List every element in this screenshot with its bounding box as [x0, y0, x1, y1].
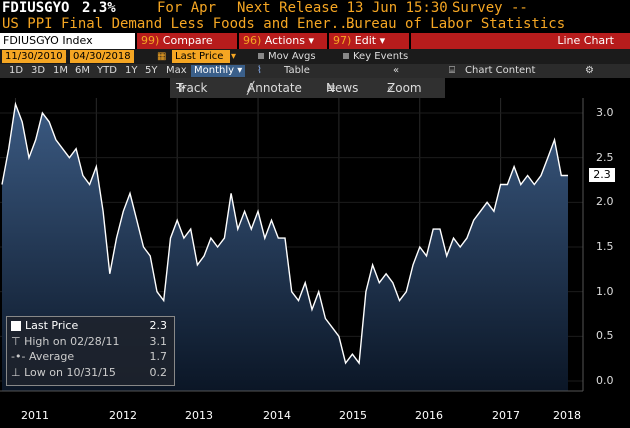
start-date-field[interactable]: 11/30/2010 [2, 50, 66, 63]
news-label: News [326, 81, 359, 95]
x-tick-label: 2016 [415, 409, 443, 422]
source: Bureau of Labor Statistics [346, 16, 566, 32]
y-tick-label: 1.0 [596, 284, 614, 298]
y-tick-label: 0.5 [596, 329, 614, 343]
frequency-select[interactable]: Monthly ▾ [191, 65, 246, 77]
x-tick-label: 2018 [553, 409, 581, 422]
price-line [1, 101, 568, 365]
x-tick-label: 2015 [339, 409, 367, 422]
legend-low-label: Low on 10/31/15 [24, 366, 116, 379]
range-max[interactable]: Max [166, 65, 187, 76]
y-tick-label: 0.0 [596, 374, 614, 387]
next-release: Next Release 13 Jun 15:30 [237, 0, 448, 16]
chart-type-label: Line Chart [510, 33, 630, 49]
chart-content-icon: ⌸ [449, 65, 455, 76]
legend-high-label: High on 02/28/11 [24, 335, 120, 348]
end-date-field[interactable]: 04/30/2018 [70, 50, 134, 63]
range-6m[interactable]: 6M [75, 65, 90, 76]
key-events-label: Key Events [353, 51, 409, 62]
legend-low: ⊥ Low on 10/31/15 0.2 [11, 366, 169, 380]
crosshair-icon: ✛ [176, 81, 187, 95]
legend-high-value: 3.1 [149, 335, 168, 348]
y-tick-label: 2.0 [596, 195, 614, 209]
legend-last-price: Last Price 2.3 [11, 319, 169, 333]
actions-button[interactable]: 96) Actions ▾ [239, 33, 327, 49]
y-tick-label: 3.0 [596, 106, 614, 119]
track-label: Track [176, 81, 208, 95]
description: US PPI Final Demand Less Foods and Ener.… [2, 16, 357, 32]
high-icon: ⊤ [11, 335, 25, 348]
gear-icon[interactable]: ⚙ [585, 65, 594, 76]
legend-avg-value: 1.7 [149, 350, 168, 363]
pencil-icon: ╱ [247, 81, 255, 95]
low-icon: ⊥ [11, 366, 25, 379]
edit-button[interactable]: 97) Edit ▾ [329, 33, 409, 49]
date-bar: 11/30/2010 - 04/30/2018 ▦ Last Price ▾ M… [0, 49, 630, 64]
period-label: For Apr [157, 0, 217, 16]
edit-label: Edit ▾ [354, 34, 386, 47]
legend-low-value: 0.2 [149, 366, 168, 379]
series-swatch-icon [11, 321, 21, 331]
table-button[interactable]: Table [284, 65, 310, 76]
legend-last-label: Last Price [25, 319, 79, 332]
legend-average: -•- Average 1.7 [11, 350, 169, 364]
chart-style-icon[interactable]: ⌇ [257, 65, 262, 76]
checkbox-icon [258, 53, 264, 59]
range-1m[interactable]: 1M [53, 65, 68, 76]
news-icon: ≡ [326, 81, 337, 95]
compare-number: 99) [141, 34, 160, 47]
key-events-toggle[interactable]: Key Events [343, 49, 408, 64]
last-value: 2.3% [82, 0, 116, 16]
actions-number: 96) [243, 34, 262, 47]
x-tick-label: 2013 [185, 409, 213, 422]
compare-label: Compare [162, 34, 213, 47]
price-field-select[interactable]: Last Price [172, 50, 230, 63]
legend-last-value: 2.3 [149, 319, 168, 332]
survey: Survey -- [452, 0, 528, 16]
x-tick-label: 2011 [21, 409, 49, 422]
calendar-icon[interactable]: ▦ [157, 51, 167, 62]
magnifier-icon: ⌕ [387, 81, 394, 95]
mov-avgs-toggle[interactable]: Mov Avgs [258, 49, 316, 64]
x-tick-label: 2017 [492, 409, 520, 422]
compare-button[interactable]: 99) Compare [137, 33, 237, 49]
y-tick-label: 1.5 [596, 240, 614, 253]
range-5y[interactable]: 5Y [145, 65, 158, 76]
chart-toolbar: ✛ Track ╱ Annotate ≡ News ⌕ Zoom [170, 78, 445, 98]
legend[interactable]: Last Price 2.3 ⊤ High on 02/28/11 3.1 -•… [6, 316, 175, 386]
toolbar-spacer [411, 33, 510, 49]
x-tick-label: 2014 [263, 409, 291, 422]
average-icon: -•- [11, 350, 29, 363]
checkbox-icon [343, 53, 349, 59]
range-3d[interactable]: 3D [31, 65, 46, 76]
range-1d[interactable]: 1D [9, 65, 24, 76]
mov-avgs-label: Mov Avgs [268, 51, 316, 62]
ticker: FDIUSGYO [2, 0, 70, 16]
chart-content-button[interactable]: Chart Content [465, 65, 536, 76]
index-field[interactable]: FDIUSGYO Index [0, 33, 135, 49]
range-ytd[interactable]: YTD [97, 65, 117, 76]
last-price-tag: 2.3 [589, 168, 615, 182]
edit-number: 97) [333, 34, 352, 47]
y-tick-label: 2.5 [596, 150, 614, 164]
zoom-label: Zoom [387, 81, 422, 95]
collapse-icon[interactable]: « [393, 65, 400, 76]
date-separator: - [63, 51, 67, 62]
function-bar: FDIUSGYO Index 99) Compare 96) Actions ▾… [0, 33, 630, 49]
chevron-down-icon[interactable]: ▾ [231, 51, 237, 62]
x-tick-label: 2012 [109, 409, 137, 422]
security-description: US PPI Final Demand Less Foods and Ener.… [0, 16, 630, 33]
range-1y[interactable]: 1Y [125, 65, 138, 76]
range-bar: 1D 3D 1M 6M YTD 1Y 5Y Max Monthly ▾ ⌇ Ta… [0, 64, 630, 78]
legend-high: ⊤ High on 02/28/11 3.1 [11, 335, 169, 349]
annotate-label: Annotate [247, 81, 302, 95]
actions-label: Actions ▾ [264, 34, 314, 47]
legend-avg-label: Average [28, 350, 75, 363]
security-header: FDIUSGYO 2.3% For Apr Next Release 13 Ju… [0, 0, 630, 16]
